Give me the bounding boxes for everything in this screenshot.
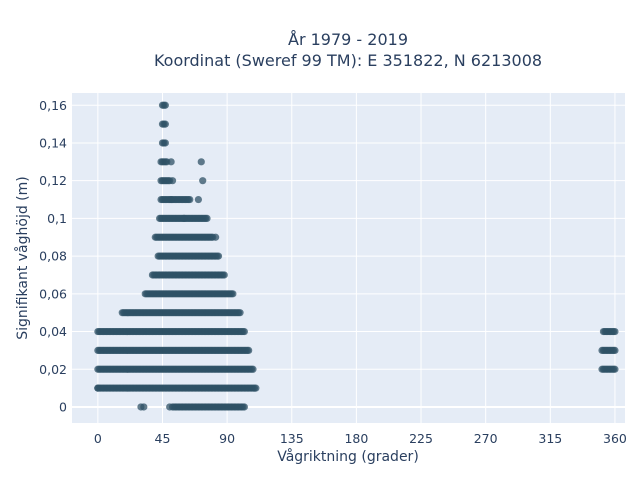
data-point [611, 365, 619, 373]
data-point [194, 195, 202, 204]
data-point [94, 384, 102, 392]
y-tick-label: 0,12 [39, 173, 67, 188]
data-point [167, 158, 175, 166]
data-point [197, 158, 205, 166]
x-tick-label: 90 [219, 431, 235, 446]
x-tick-label: 45 [155, 431, 171, 446]
data-point [161, 101, 169, 109]
data-point [611, 346, 619, 354]
chart-title: År 1979 - 2019 [288, 30, 408, 49]
chart-subtitle: Koordinat (Sweref 99 TM): E 351822, N 62… [154, 51, 542, 70]
data-point [611, 327, 619, 336]
data-point [220, 271, 228, 279]
data-point [186, 195, 194, 204]
tick-labels: 0 45 90 135 180 225 270 315 360 0 0,02 0,04 0,06 0,08… [39, 98, 627, 446]
data-point [166, 403, 174, 411]
data-point [249, 365, 257, 373]
data-point [212, 233, 220, 241]
x-tick-label: 270 [474, 431, 498, 446]
y-tick-label: 0,02 [39, 362, 67, 377]
grid [72, 93, 625, 423]
data-point [236, 309, 244, 317]
data-point [214, 252, 223, 260]
data-point [203, 214, 211, 222]
y-tick-label: 0,16 [39, 98, 67, 113]
data-point [240, 327, 248, 336]
data-point [168, 177, 177, 185]
y-tick-label: 0,14 [39, 135, 67, 150]
x-axis-title: Vågriktning (grader) [277, 448, 419, 465]
y-tick-label: 0 [59, 399, 67, 414]
x-tick-label: 360 [603, 431, 627, 446]
data-point [167, 195, 175, 204]
data-point [161, 120, 169, 128]
data-point [240, 403, 248, 411]
data-point [180, 214, 188, 222]
x-tick-label: 315 [538, 431, 562, 446]
y-axis-title: Signifikant våghöjd (m) [14, 176, 31, 339]
y-tick-label: 0,1 [47, 211, 67, 226]
y-tick-label: 0,04 [39, 324, 67, 339]
y-tick-label: 0,08 [39, 249, 67, 264]
x-tick-label: 0 [94, 431, 102, 446]
x-tick-label: 135 [280, 431, 304, 446]
x-tick-label: 180 [344, 431, 368, 446]
y-tick-label: 0,06 [39, 286, 67, 301]
data-point [245, 346, 253, 354]
data-point [199, 177, 207, 185]
data-point [229, 290, 237, 298]
data-points [94, 101, 619, 411]
data-point [140, 403, 148, 411]
x-tick-label: 225 [409, 431, 433, 446]
data-point [161, 139, 169, 147]
data-point [252, 384, 260, 392]
